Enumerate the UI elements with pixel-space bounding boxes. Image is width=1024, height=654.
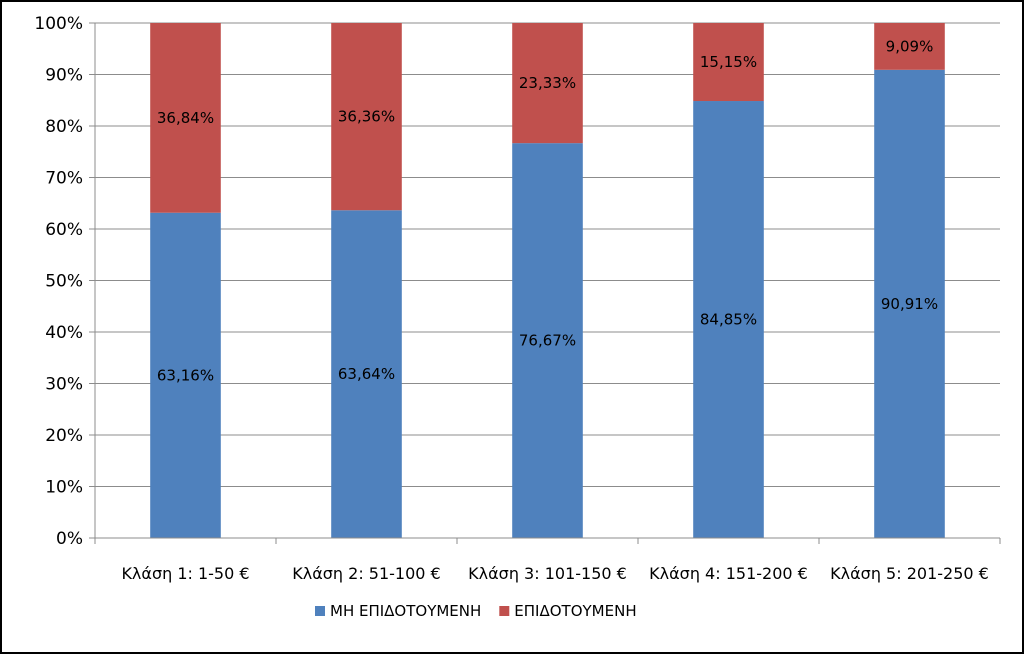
bar-segment <box>150 212 221 538</box>
category-label: Κλάση 4: 151-200 € <box>649 564 808 583</box>
x-axis-categories: Κλάση 1: 1-50 € Κλάση 2: 51-100 € Κλάση 3:… <box>121 564 988 583</box>
legend-swatch <box>499 606 510 616</box>
bar-segment <box>512 143 583 538</box>
data-label: 15,15% <box>700 53 757 71</box>
bar-segment <box>331 23 402 211</box>
data-label: 84,85% <box>700 311 757 329</box>
data-label: 63,16% <box>157 366 214 384</box>
y-tick-label: 70% <box>45 169 83 189</box>
bar-segment <box>512 23 583 144</box>
legend-label: ΜΗ ΕΠΙΔΟΤΟΥΜΕΝΗ <box>330 602 481 620</box>
y-tick-label: 30% <box>45 375 83 395</box>
y-tick-label: 60% <box>45 220 83 240</box>
bar-segment <box>150 23 221 213</box>
bar-segment <box>693 23 764 102</box>
bar-segment <box>874 23 945 70</box>
y-tick-label: 80% <box>45 117 83 137</box>
y-tick-label: 100% <box>34 14 83 34</box>
legend-label: ΕΠΙΔΟΤΟΥΜΕΝΗ <box>514 602 636 620</box>
category-label: Κλάση 3: 101-150 € <box>468 564 627 583</box>
category-label: Κλάση 2: 51-100 € <box>292 564 440 583</box>
data-label: 63,64% <box>338 365 395 383</box>
bars <box>150 23 945 539</box>
legend-swatch <box>315 606 325 616</box>
legend: ΜΗ ΕΠΙΔΟΤΟΥΜΕΝΗ ΕΠΙΔΟΤΟΥΜΕΝΗ <box>315 602 637 620</box>
bar-segment <box>693 101 764 539</box>
bar-segment <box>874 69 945 538</box>
bar-segment <box>331 210 402 538</box>
y-axis-ticks: 0% 10% 20% 30% 40% 50% 60% 70% 80% 90% 100% <box>34 14 83 549</box>
data-label: 90,91% <box>881 295 938 313</box>
data-label: 23,33% <box>519 74 576 92</box>
data-labels: 63,16% 36,84% 63,64% 36,36% 76,67% 23,33% 84,8… <box>157 37 938 384</box>
y-tick-label: 40% <box>45 323 83 343</box>
data-label: 76,67% <box>519 332 576 350</box>
y-tick-label: 50% <box>45 272 83 292</box>
y-tick-label: 90% <box>45 66 83 86</box>
category-label: Κλάση 5: 201-250 € <box>830 564 989 583</box>
data-label: 36,84% <box>157 109 214 127</box>
axes <box>89 22 1001 544</box>
category-label: Κλάση 1: 1-50 € <box>121 564 249 583</box>
y-tick-label: 0% <box>56 529 83 549</box>
data-label: 9,09% <box>886 37 934 55</box>
data-label: 36,36% <box>338 108 395 126</box>
y-tick-label: 20% <box>45 426 83 446</box>
y-tick-label: 10% <box>45 478 83 498</box>
